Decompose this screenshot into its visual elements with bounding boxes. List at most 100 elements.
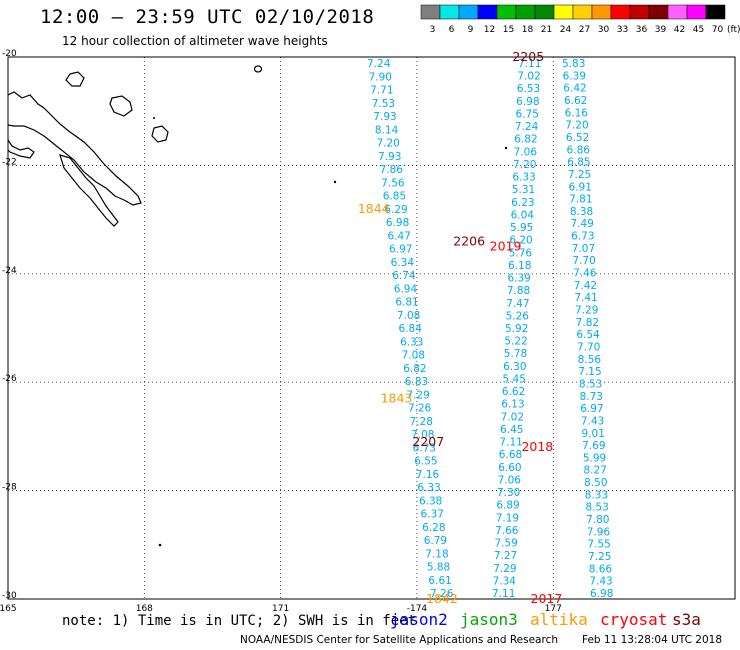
wave-height-value: 6.98	[516, 96, 539, 108]
wave-height-value: 7.27	[494, 550, 517, 562]
legend-tick-label: 27	[579, 25, 590, 35]
satellite-label-jason2: jason2	[390, 610, 448, 629]
wave-height-value: 8.14	[375, 124, 399, 136]
wave-height-value: 8.66	[589, 563, 613, 575]
wave-height-value: 7.41	[574, 292, 597, 304]
legend-tick-label: 42	[674, 25, 685, 35]
wave-height-value: 6.60	[498, 462, 521, 474]
wave-height-value: 7.20	[565, 120, 588, 132]
pass-time-label: 1843	[381, 390, 413, 405]
wave-height-value: 6.29	[384, 204, 407, 216]
wave-height-value: 7.70	[577, 341, 600, 353]
wave-height-value: 7.69	[582, 440, 605, 452]
map-subtitle: 12 hour collection of altimeter wave hei…	[62, 34, 328, 48]
satellite-label-altika: altika	[530, 610, 588, 629]
satellite-label-s3a: s3a	[672, 610, 701, 629]
pass-time-label: 2018	[521, 439, 553, 454]
wave-height-value: 7.30	[497, 487, 520, 499]
latitude-label: -24	[2, 266, 17, 276]
pass-time-label: 1842	[426, 591, 458, 606]
wave-height-value: 6.73	[571, 231, 594, 243]
wave-height-value: 7.19	[496, 512, 519, 524]
wave-height-value: 6.62	[564, 95, 587, 107]
legend-tick-label: 30	[598, 25, 610, 35]
wave-height-value: 7.71	[370, 85, 393, 97]
pass-time-label: 2205	[512, 49, 544, 64]
wave-height-value: 7.28	[410, 416, 433, 428]
wave-height-value: 7.26	[430, 588, 454, 600]
pass-time-label: 1844	[358, 201, 390, 216]
wave-height-value: 6.52	[566, 132, 589, 144]
legend-tick-label: 18	[522, 25, 534, 35]
wave-height-value: 6.86	[567, 144, 591, 156]
wave-height-value: 7.55	[587, 539, 610, 551]
legend-unit-label: (ft)	[727, 25, 740, 35]
wave-height-value: 7.43	[581, 415, 604, 427]
pass-time-label: 2206	[453, 233, 485, 248]
wave-height-value: 7.11	[492, 588, 515, 600]
wave-height-value: 7.34	[493, 575, 517, 587]
wave-height-value: 8.53	[579, 378, 602, 390]
wave-height-value: 7.06	[514, 146, 538, 158]
wave-height-value: 6.38	[419, 495, 442, 507]
wave-height-value: 6.34	[391, 257, 415, 269]
map-frame	[7, 56, 736, 600]
wave-height-value: 6.13	[501, 399, 524, 411]
wave-height-value: 6.68	[499, 449, 522, 461]
wave-height-value: 7.80	[586, 514, 609, 526]
footer-note: note: 1) Time is in UTC; 2) SWH is in fe…	[62, 613, 417, 629]
wave-height-value: 6.98	[386, 217, 409, 229]
wave-height-value: 7.06	[498, 474, 522, 486]
pass-time-label: 2019	[490, 239, 522, 254]
legend-tick-label: 21	[541, 25, 552, 35]
legend-tick-label: 15	[503, 25, 514, 35]
wave-height-value: 5.22	[504, 336, 527, 348]
pass-time-label: 2207	[412, 434, 444, 449]
wave-height-value: 7.20	[376, 138, 399, 150]
wave-height-value: 6.18	[508, 260, 531, 272]
wave-height-value: 6.20	[509, 235, 532, 247]
wave-height-value: 6.39	[507, 273, 530, 285]
wave-height-value: 6.28	[422, 522, 445, 534]
wave-height-value: 7.47	[506, 298, 529, 310]
wave-height-value: 7.02	[517, 71, 540, 83]
wave-height-value: 7.82	[576, 317, 599, 329]
wave-height-value: 6.85	[567, 157, 590, 169]
wave-height-value: 7.43	[589, 576, 612, 588]
wave-height-value: 6.91	[569, 181, 592, 193]
wave-height-value: 7.66	[495, 525, 519, 537]
wave-height-value: 6.74	[392, 270, 416, 282]
wave-height-value: 7.25	[588, 551, 611, 563]
wave-height-value: 6.47	[387, 230, 410, 242]
wave-height-value: 5.78	[504, 348, 527, 360]
wave-height-value: 5.26	[506, 310, 530, 322]
wave-height-color-legend: 3 6 9 12 15 18 21 24 27 30 33 36 39 42 45 70 (ft)	[420, 4, 740, 35]
wave-height-value: 7.11	[518, 58, 541, 70]
latitude-label: -26	[2, 374, 17, 384]
credit-line: NOAA/NESDIS Center for Satellite Applica…	[240, 634, 558, 646]
wave-height-value: 6.81	[395, 297, 418, 309]
wave-height-value: 7.93	[378, 151, 401, 163]
wave-height-value: 8.56	[578, 354, 602, 366]
wave-height-value: 7.29	[575, 305, 598, 317]
wave-height-value: 6.55	[414, 456, 437, 468]
pass-time-markers: 2205 1844 2206 2019 1843 2207 2018 1842 2017	[358, 49, 562, 606]
wave-height-value: 7.08	[402, 350, 425, 362]
wave-height-value: 6.97	[389, 244, 412, 256]
wave-height-value: 6.94	[394, 283, 418, 295]
map-title: 12:00 – 23:59 UTC 02/10/2018	[40, 6, 375, 28]
wave-height-value: 7.90	[369, 71, 392, 83]
wave-height-value: 6.62	[502, 386, 525, 398]
wave-height-value: 6.75	[516, 108, 539, 120]
wave-height-value: 9.01	[582, 428, 605, 440]
latitude-label: -20	[2, 49, 17, 59]
altimeter-tracks: 7.247.907.717.537.938.147.207.937.867.56…	[367, 58, 613, 600]
longitude-label: 177	[545, 604, 562, 614]
wave-height-value: 7.11	[499, 437, 522, 449]
wave-height-value: 5.76	[509, 247, 533, 259]
wave-height-value: 6.45	[500, 424, 523, 436]
wave-height-value: 6.42	[563, 83, 586, 95]
satellite-label-jason3: jason3	[460, 610, 518, 629]
legend-tick-label: 24	[560, 25, 572, 35]
